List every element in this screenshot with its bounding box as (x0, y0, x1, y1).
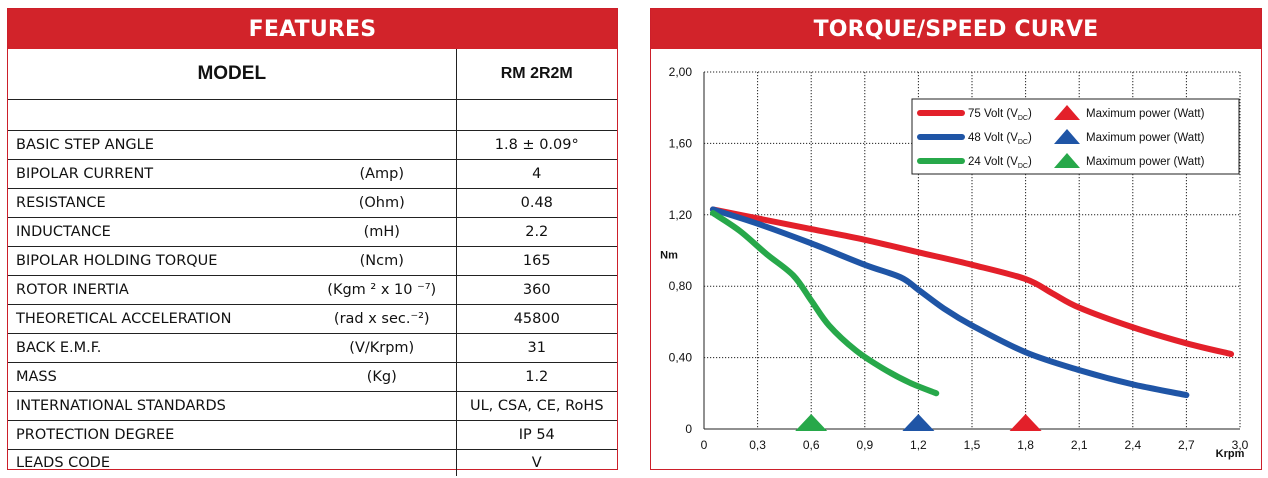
x-tick-label: 3,0 (1232, 438, 1249, 452)
legend-marker (1054, 105, 1080, 120)
x-tick-label: 0,6 (803, 438, 820, 452)
spec-row: MASS (Kg) 1.2 (8, 362, 617, 392)
legend-marker-label: Maximum power (Watt) (1086, 132, 1205, 144)
x-tick-label: 1,2 (910, 438, 927, 452)
legend-series-name: 24 Volt (VDC) (968, 156, 1032, 170)
spec-row: BIPOLAR HOLDING TORQUE (Ncm) 165 (8, 246, 617, 276)
spec-name: RESISTANCE (8, 188, 308, 218)
spec-name: ROTOR INERTIA (8, 275, 308, 305)
spec-value: 4 (456, 159, 617, 189)
y-tick-label: 1,20 (669, 208, 693, 222)
series-line-2 (709, 210, 940, 397)
spec-row: BACK E.M.F. (V/Krpm) 31 (8, 333, 617, 363)
legend-box (911, 98, 1240, 175)
legend-series-subscript: DC (1018, 163, 1028, 170)
spec-row: BASIC STEP ANGLE 1.8 ± 0.09° (8, 130, 617, 160)
spec-row: RESISTANCE (Ohm) 0.48 (8, 188, 617, 218)
chart-title: TORQUE/SPEED CURVE (651, 9, 1261, 49)
spec-value: 1.2 (456, 362, 617, 392)
blank-row (8, 99, 617, 131)
legend-marker (1054, 129, 1080, 144)
spec-row: INTERNATIONAL STANDARDS UL, CSA, CE, RoHS (8, 391, 617, 421)
x-tick-label: 1,8 (1017, 438, 1034, 452)
y-tick-label: 1,60 (669, 136, 693, 150)
features-title: FEATURES (8, 9, 617, 49)
spec-row: PROTECTION DEGREE IP 54 (8, 420, 617, 450)
torque-speed-chart: 0 0,3 0,6 0,9 1,2 1,5 1,8 2,1 2,4 2,7 3,0 0 0,40 0,80… (660, 65, 1249, 460)
features-table: MODEL RM 2R2M BASIC STEP ANGLE 1.8 ± 0.09… (8, 49, 617, 476)
y-tick-label: 0,40 (669, 351, 693, 365)
spec-unit: (Amp) (308, 159, 457, 189)
legend-series-subscript: DC (1018, 139, 1028, 146)
spec-name: INTERNATIONAL STANDARDS (8, 391, 308, 421)
series-line-0 (709, 206, 1235, 358)
legend-series-tail: ) (1028, 132, 1032, 144)
legend-series-name: 48 Volt (VDC) (968, 132, 1032, 146)
spec-name: BIPOLAR CURRENT (8, 159, 308, 189)
max-power-marker-0 (1009, 414, 1042, 431)
spec-name: THEORETICAL ACCELERATION (8, 304, 308, 334)
spec-row: THEORETICAL ACCELERATION (rad x sec.⁻²) 45… (8, 304, 617, 334)
spec-name: BASIC STEP ANGLE (8, 130, 308, 160)
spec-value: 1.8 ± 0.09° (456, 130, 617, 160)
spec-unit (308, 420, 457, 450)
legend-marker-label: Maximum power (Watt) (1086, 156, 1205, 168)
y-tick-label: 2,00 (669, 65, 693, 79)
spec-unit: (rad x sec.⁻²) (308, 304, 457, 334)
spec-unit: (V/Krpm) (308, 333, 457, 363)
spec-name: BACK E.M.F. (8, 333, 308, 363)
x-axis-label: Krpm (1216, 448, 1245, 460)
features-panel: FEATURES MODEL RM 2R2M BASIC STEP ANGLE 1… (7, 8, 618, 476)
spec-value: 31 (456, 333, 617, 363)
y-axis-label: Nm (660, 250, 678, 262)
legend-series-tail: ) (1028, 156, 1032, 168)
legend-series-subscript: DC (1018, 115, 1028, 122)
x-tick-label: 0 (701, 438, 708, 452)
model-label: MODEL (8, 49, 457, 100)
spec-value: IP 54 (456, 420, 617, 450)
spec-row: LEADS CODE V (8, 449, 617, 476)
spec-value: 0.48 (456, 188, 617, 218)
model-value: RM 2R2M (456, 49, 617, 100)
spec-unit: (mH) (308, 217, 457, 247)
spec-name: BIPOLAR HOLDING TORQUE (8, 246, 308, 276)
spec-value: 2.2 (456, 217, 617, 247)
max-power-marker-2 (795, 414, 828, 431)
spec-unit (308, 130, 457, 160)
spec-row: BIPOLAR CURRENT (Amp) 4 (8, 159, 617, 189)
y-tick-label: 0 (685, 422, 692, 436)
spec-unit: (Ncm) (308, 246, 457, 276)
spec-value: 360 (456, 275, 617, 305)
legend-marker-label: Maximum power (Watt) (1086, 108, 1205, 120)
spec-unit: (Kgm ² x 10 ⁻⁷) (308, 275, 457, 305)
model-row: MODEL RM 2R2M (8, 49, 617, 100)
spec-row: ROTOR INERTIA (Kgm ² x 10 ⁻⁷) 360 (8, 275, 617, 305)
spec-row: INDUCTANCE (mH) 2.2 (8, 217, 617, 247)
legend-marker (1054, 153, 1080, 168)
legend-series-tail: ) (1028, 108, 1032, 120)
spec-unit: (Kg) (308, 362, 457, 392)
torque-speed-panel: TORQUE/SPEED CURVE 0 0,3 0,6 0,9 1,2 1,5 1,8 2,… (650, 8, 1262, 470)
series-line-1 (709, 206, 1190, 399)
spec-unit (308, 391, 457, 421)
x-tick-label: 0,9 (856, 438, 873, 452)
spec-value: 45800 (456, 304, 617, 334)
x-tick-label: 1,5 (964, 438, 981, 452)
spec-value: 165 (456, 246, 617, 276)
max-power-marker-1 (902, 414, 935, 431)
spec-unit: (Ohm) (308, 188, 457, 218)
spec-name: INDUCTANCE (8, 217, 308, 247)
spec-name: PROTECTION DEGREE (8, 420, 308, 450)
x-tick-label: 0,3 (749, 438, 766, 452)
spec-value: V (531, 455, 542, 471)
spec-name: LEADS CODE (16, 455, 111, 471)
spec-value: UL, CSA, CE, RoHS (456, 391, 617, 421)
y-tick-label: 0,80 (669, 279, 693, 293)
x-tick-label: 2,4 (1124, 438, 1141, 452)
legend-series-name: 75 Volt (VDC) (968, 108, 1032, 122)
spec-unit (308, 449, 457, 476)
spec-name: MASS (8, 362, 308, 392)
x-tick-label: 2,7 (1178, 438, 1195, 452)
x-tick-label: 2,1 (1071, 438, 1088, 452)
